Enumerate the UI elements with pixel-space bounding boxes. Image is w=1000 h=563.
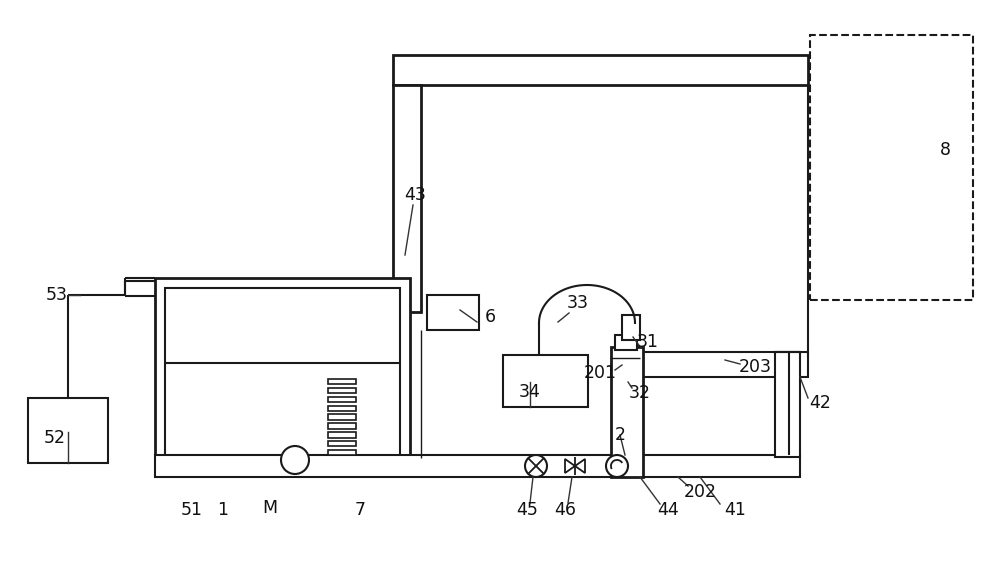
Polygon shape xyxy=(575,459,585,473)
Text: 8: 8 xyxy=(940,141,950,159)
Bar xyxy=(155,455,800,477)
Text: 2: 2 xyxy=(614,426,626,444)
Bar xyxy=(155,278,410,473)
Circle shape xyxy=(281,446,309,474)
Bar xyxy=(28,398,108,463)
Text: 33: 33 xyxy=(567,294,589,312)
Text: 1: 1 xyxy=(218,501,228,519)
Bar xyxy=(328,432,356,437)
Text: 52: 52 xyxy=(44,429,66,447)
Text: 201: 201 xyxy=(584,364,616,382)
Bar xyxy=(810,35,973,300)
Bar xyxy=(643,352,808,377)
Bar xyxy=(328,405,356,411)
Text: M: M xyxy=(262,499,278,517)
Text: 31: 31 xyxy=(637,333,659,351)
Text: 53: 53 xyxy=(46,286,68,304)
Bar xyxy=(427,295,479,330)
Bar xyxy=(622,315,640,340)
Text: 32: 32 xyxy=(629,384,651,402)
Bar xyxy=(615,335,637,350)
Bar xyxy=(328,450,356,455)
Bar xyxy=(503,355,588,407)
Circle shape xyxy=(525,455,547,477)
Text: 45: 45 xyxy=(516,501,538,519)
Bar xyxy=(393,85,421,312)
Bar xyxy=(611,347,643,477)
Bar xyxy=(165,288,400,463)
Bar xyxy=(328,414,356,420)
Polygon shape xyxy=(565,459,575,473)
Bar xyxy=(328,423,356,428)
Bar xyxy=(328,397,356,402)
Text: 43: 43 xyxy=(404,186,426,204)
Text: 203: 203 xyxy=(738,358,772,376)
Text: 7: 7 xyxy=(354,501,366,519)
Circle shape xyxy=(606,455,628,477)
Text: 42: 42 xyxy=(809,394,831,412)
Text: 51: 51 xyxy=(181,501,203,519)
Bar xyxy=(328,379,356,384)
Bar xyxy=(775,352,800,457)
Bar xyxy=(328,388,356,393)
Text: 6: 6 xyxy=(484,308,496,326)
Text: 202: 202 xyxy=(684,483,716,501)
Text: 34: 34 xyxy=(519,383,541,401)
Text: 41: 41 xyxy=(724,501,746,519)
Text: 46: 46 xyxy=(554,501,576,519)
Bar xyxy=(328,441,356,446)
Text: 44: 44 xyxy=(657,501,679,519)
Bar xyxy=(393,55,808,85)
